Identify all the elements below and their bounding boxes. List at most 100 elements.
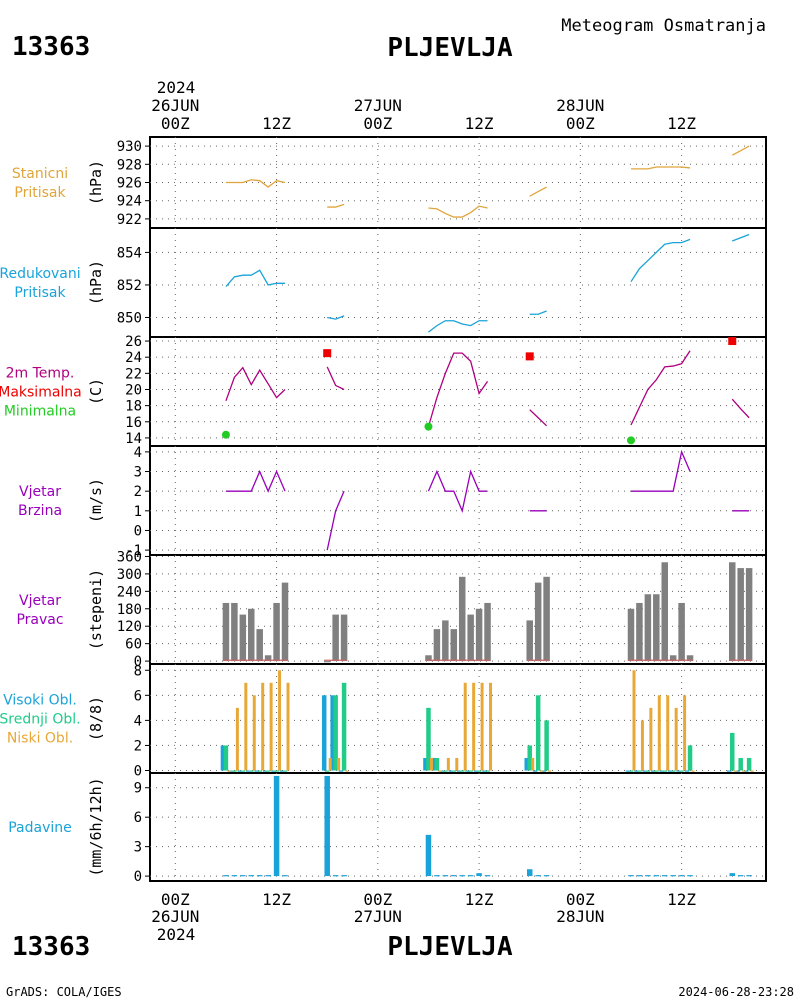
cloud-bar-0-25: [651, 770, 656, 772]
cloud-bar-2-21: [548, 770, 552, 772]
panel-temperatura: [145, 336, 767, 447]
cloud-bar-1-23: [637, 770, 642, 772]
station-name-top: PLJEVLJA: [387, 33, 513, 63]
cloud-bar-2-24: [649, 707, 653, 771]
cloud-bar-0-20: [532, 770, 538, 772]
bar-pravac-10: [340, 614, 348, 662]
max-marker-2: [728, 337, 737, 346]
cloud-bar-2-22: [632, 670, 636, 771]
panel-label-brzina-0: Vjetar: [19, 484, 61, 500]
cloud-bar-2-4: [261, 682, 265, 771]
y-tick-label-temperatura-4: 22: [125, 366, 142, 382]
y-axis-label-redukovani: (hPa): [87, 260, 105, 305]
panel-label-pravac-0: Vjetar: [19, 593, 61, 609]
cloud-bar-1-0: [223, 745, 229, 771]
y-tick-label-brzina-2: 1: [134, 504, 142, 520]
cloud-bar-2-23: [640, 720, 644, 771]
y-tick-label-pravac-0: 0: [134, 654, 142, 670]
y-axis-label-brzina: (m/s): [87, 478, 105, 523]
bar-pravac-25: [653, 594, 660, 662]
panel-label-oblaci-2: Niski Obl.: [7, 731, 73, 747]
line-temperatura-seg-3: [529, 409, 548, 427]
min-marker-1: [424, 422, 433, 431]
panel-label-stanicni-1: Pritisak: [14, 185, 66, 201]
cloud-bar-1-11: [426, 707, 431, 771]
cloud-bar-1-1: [232, 770, 237, 772]
panel-label-pravac-1: Pravac: [16, 612, 63, 628]
bar-pravac-9: [332, 614, 339, 662]
bar-pravac-1: [231, 602, 238, 662]
cloud-bar-2-11: [429, 757, 433, 771]
cloud-bar-1-19: [527, 745, 532, 771]
top-day-label-1: 27JUN: [354, 96, 402, 115]
bar-padavine-10: [341, 875, 347, 877]
panel-frame-padavine: [149, 772, 767, 882]
min-marker-0: [221, 430, 230, 439]
y-tick-label-padavine-0: 0: [134, 869, 142, 885]
cloud-bar-1-18: [485, 770, 490, 772]
cloud-bar-2-16: [472, 682, 476, 771]
bar-padavine-16: [467, 875, 474, 877]
y-tick-label-brzina-1: 0: [134, 523, 142, 539]
cloud-bar-1-7: [282, 770, 288, 772]
bar-padavine-2: [240, 875, 246, 877]
line-brzina-seg-2: [427, 469, 488, 513]
cloud-bar-0-10: [338, 770, 344, 772]
bar-pravac-4: [256, 629, 263, 662]
cloud-bar-2-6: [278, 670, 282, 771]
panel-padavine: [145, 772, 767, 882]
cloud-bar-1-25: [654, 770, 659, 772]
cloud-bar-1-17: [476, 770, 482, 772]
bottom-time-tick-label-4: 00Z: [566, 890, 595, 909]
bar-padavine-9: [332, 875, 339, 877]
cloud-bar-2-25: [657, 695, 661, 771]
top-day-label-2: 28JUN: [556, 96, 604, 115]
cloud-bar-2-27: [674, 707, 678, 771]
cloud-bar-2-14: [455, 757, 459, 771]
y-tick-label-pravac-6: 360: [117, 549, 142, 565]
bar-pravac-28: [678, 602, 685, 662]
bar-padavine-8: [324, 775, 330, 877]
y-tick-label-pravac-4: 240: [117, 584, 142, 600]
y-tick-label-stanicni-4: 930: [117, 139, 142, 155]
cloud-bar-0-8: [321, 695, 327, 771]
line-brzina-seg-4: [630, 449, 691, 492]
bar-pravac-18: [484, 602, 491, 662]
bar-padavine-18: [484, 875, 491, 877]
cloud-bar-2-26: [666, 695, 670, 771]
cloud-bar-0-21: [541, 770, 546, 772]
cloud-bar-1-31: [738, 757, 743, 771]
cloud-bar-0-26: [659, 770, 664, 772]
cloud-bar-0-23: [634, 770, 639, 772]
cloud-bar-1-24: [645, 770, 651, 772]
cloud-bar-0-16: [465, 770, 470, 772]
cloud-bar-0-1: [229, 770, 234, 772]
cloud-bar-1-29: [687, 745, 693, 771]
cloud-bar-0-4: [254, 770, 259, 772]
cloud-bar-1-15: [459, 770, 465, 772]
cloud-bar-0-28: [676, 770, 681, 772]
cloud-bar-0-24: [642, 770, 648, 772]
bar-padavine-1: [231, 875, 238, 877]
cloud-bar-0-2: [237, 770, 243, 772]
cloud-bar-2-13: [446, 757, 450, 771]
bar-padavine-15: [459, 875, 465, 877]
station-name-bottom: PLJEVLJA: [387, 932, 513, 962]
bar-pravac-14: [450, 629, 458, 662]
bar-padavine-5: [265, 875, 271, 877]
top-time-tick-label-3: 12Z: [465, 114, 494, 133]
bar-pravac-30: [728, 562, 736, 662]
bar-pravac-20: [534, 582, 542, 662]
bottom-day-label-1: 27JUN: [354, 907, 402, 926]
panel-frame-oblaci: [149, 663, 767, 774]
bar-padavine-7: [282, 875, 288, 877]
bar-pravac-7: [281, 582, 289, 662]
bar-padavine-30: [729, 873, 735, 877]
bar-padavine-6: [273, 775, 280, 877]
cloud-bar-1-32: [746, 757, 752, 771]
cloud-bar-0-14: [448, 770, 454, 772]
line-stanicni-seg-1: [327, 203, 345, 208]
bar-padavine-28: [678, 875, 685, 877]
